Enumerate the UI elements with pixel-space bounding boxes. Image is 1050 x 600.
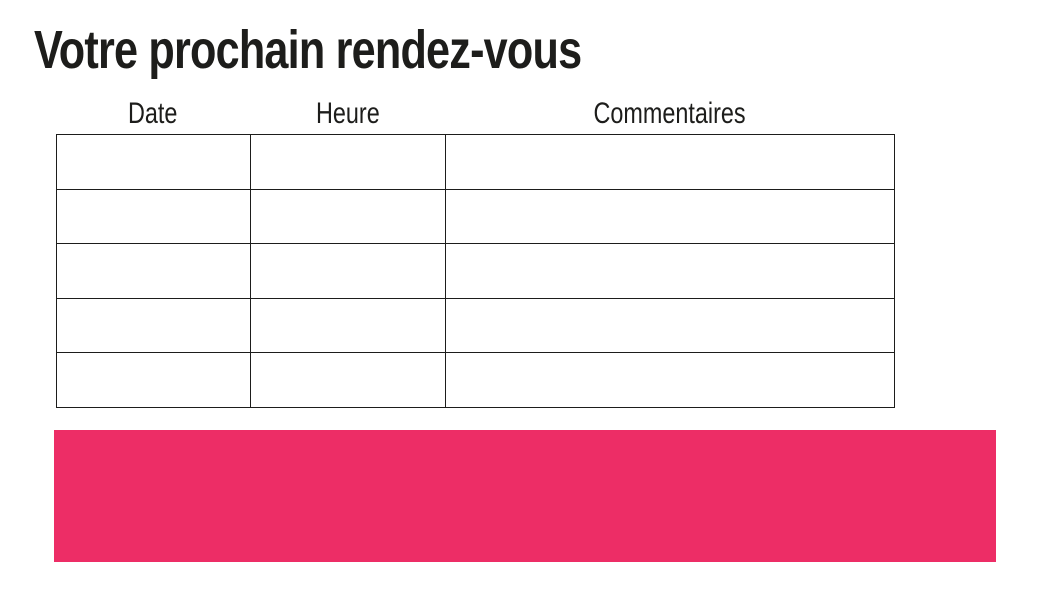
table-cell [445, 352, 895, 408]
column-header-heure: Heure [250, 92, 445, 130]
table-cell [445, 134, 895, 190]
column-header-heure-label: Heure [315, 97, 380, 130]
table-row [56, 134, 895, 190]
table-cell [56, 297, 251, 354]
column-header-date: Date [56, 92, 250, 130]
appointments-table [56, 134, 895, 408]
footer-banner [54, 430, 996, 562]
table-cell [445, 297, 895, 354]
table-cell [56, 134, 251, 190]
table-cell [250, 134, 446, 190]
table-cell [56, 352, 251, 408]
table-row [56, 188, 895, 245]
column-header-commentaires-label: Commentaires [593, 97, 746, 130]
table-cell [250, 243, 446, 299]
table-cell [250, 352, 446, 408]
table-cell [445, 243, 895, 299]
table-row [56, 297, 895, 354]
table-row [56, 243, 895, 299]
table-cell [250, 188, 446, 245]
table-cell [250, 297, 446, 354]
table-cell [56, 188, 251, 245]
table-cell [56, 243, 251, 299]
table-row [56, 352, 895, 408]
table-header-row: Date Heure Commentaires [56, 92, 894, 130]
column-header-date-label: Date [128, 97, 178, 130]
table-cell [445, 188, 895, 245]
page-title: Votre prochain rendez-vous [34, 20, 582, 80]
column-header-commentaires: Commentaires [445, 92, 894, 130]
